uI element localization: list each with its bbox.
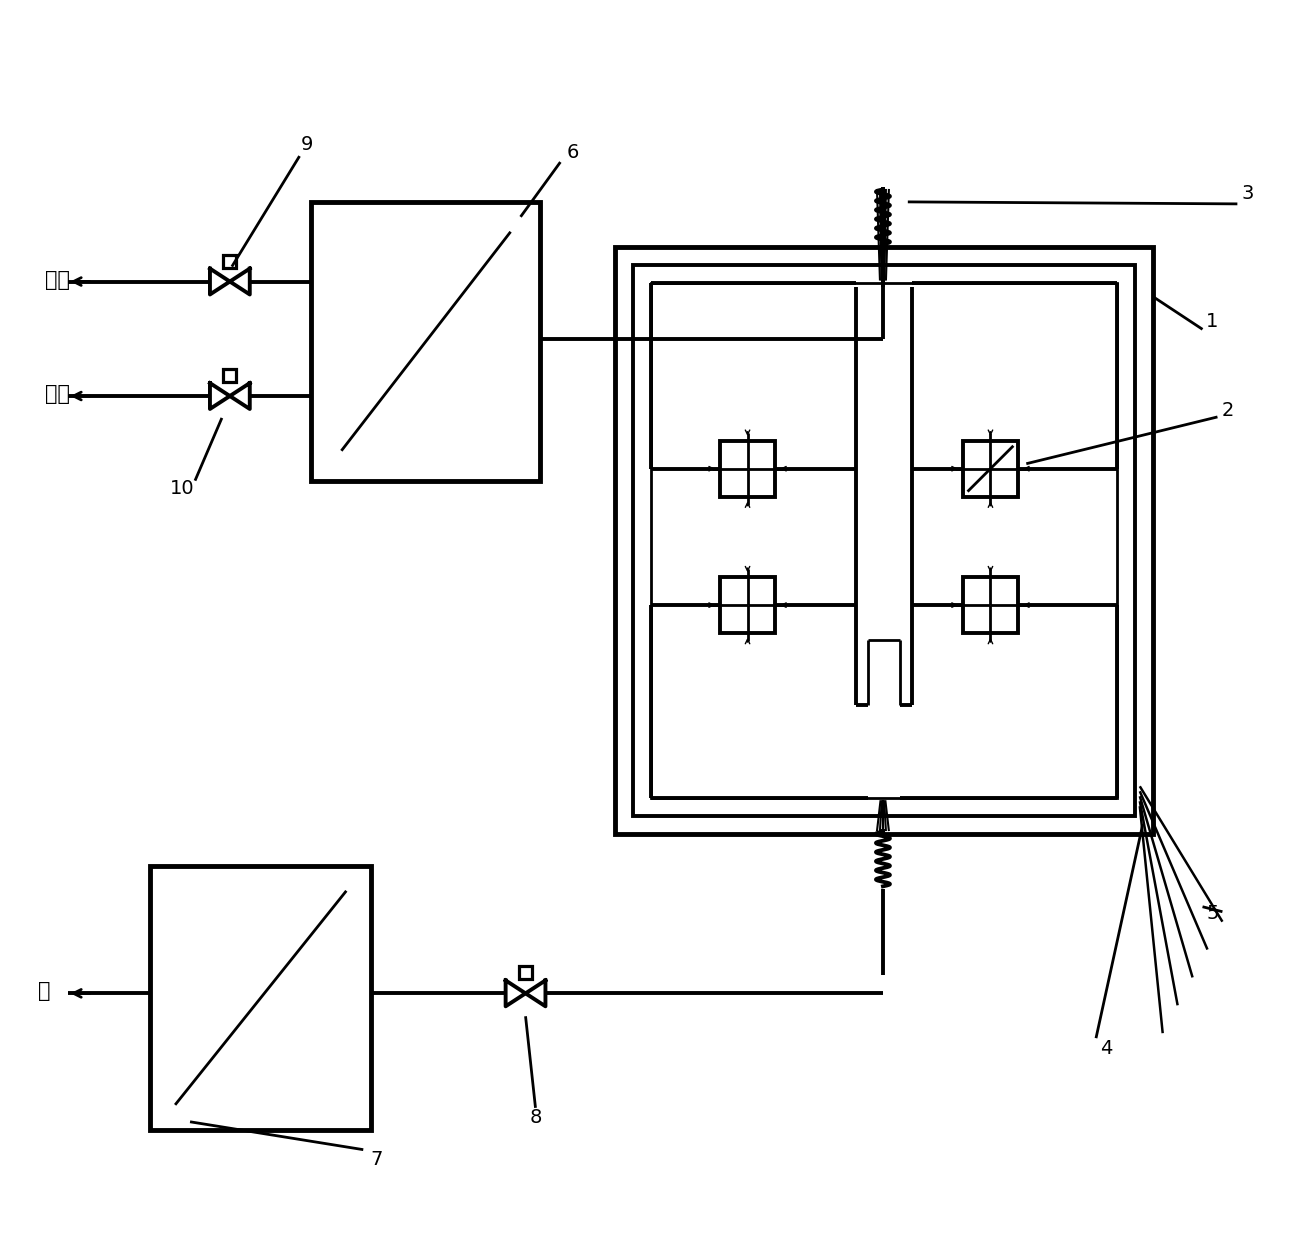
Bar bbox=[224, 369, 237, 382]
Bar bbox=[962, 441, 1019, 496]
Bar bbox=[150, 866, 371, 1130]
Text: 水: 水 bbox=[37, 981, 50, 1001]
Text: 2: 2 bbox=[1221, 401, 1234, 420]
Bar bbox=[518, 966, 531, 980]
Polygon shape bbox=[506, 980, 525, 1006]
Text: 10: 10 bbox=[169, 479, 194, 498]
Text: 7: 7 bbox=[370, 1150, 383, 1169]
Text: 4: 4 bbox=[1100, 1039, 1112, 1058]
Bar bbox=[615, 246, 1153, 834]
Text: 1: 1 bbox=[1206, 311, 1219, 331]
Polygon shape bbox=[209, 382, 230, 409]
Polygon shape bbox=[230, 382, 250, 409]
Text: 6: 6 bbox=[566, 142, 578, 161]
Text: 蔭气: 蔭气 bbox=[45, 270, 70, 290]
Bar bbox=[634, 265, 1135, 816]
Bar bbox=[312, 202, 540, 481]
Text: 9: 9 bbox=[300, 135, 313, 154]
Polygon shape bbox=[230, 269, 250, 295]
Bar bbox=[962, 578, 1019, 632]
Bar bbox=[720, 441, 776, 496]
Text: 3: 3 bbox=[1241, 185, 1253, 204]
Text: 8: 8 bbox=[529, 1109, 542, 1128]
Bar bbox=[650, 282, 1117, 799]
Bar bbox=[720, 578, 776, 632]
Polygon shape bbox=[525, 980, 546, 1006]
Text: 5: 5 bbox=[1206, 904, 1219, 924]
Text: 氮气: 氮气 bbox=[45, 384, 70, 404]
Bar bbox=[224, 255, 237, 268]
Polygon shape bbox=[209, 269, 230, 295]
